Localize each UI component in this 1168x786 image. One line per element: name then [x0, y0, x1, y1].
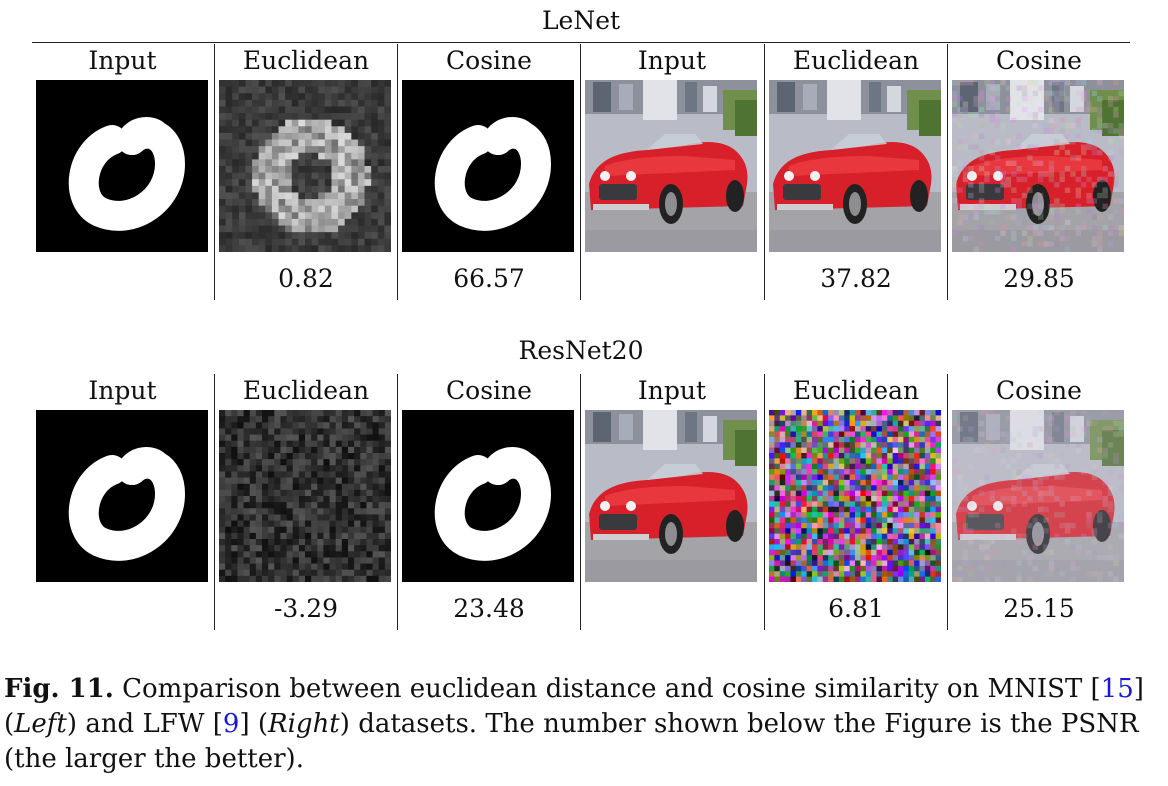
- column-euclidean-car: Euclidean 6.81: [764, 374, 947, 630]
- caption-text: ]: [239, 709, 250, 739]
- caption-right: Right: [268, 709, 340, 739]
- column-euclidean-mnist: Euclidean 0.82: [214, 44, 397, 300]
- citation-link-mnist[interactable]: 15: [1100, 674, 1134, 704]
- block-title-lenet: LeNet: [541, 6, 621, 35]
- mnist-digit-image: [36, 410, 208, 582]
- figure-label: Fig. 11.: [4, 674, 114, 704]
- column-cosine-mnist: Cosine 23.48: [397, 374, 580, 630]
- column-input-car: Input: [580, 44, 763, 300]
- mnist-digit-image: [402, 80, 574, 252]
- column-input-mnist: Input: [32, 374, 213, 630]
- psnr-value: 25.15: [1003, 594, 1075, 623]
- comparison-grid: Input Euclidean 0.82 Cosine 66.57 Input: [32, 44, 1130, 300]
- column-header: Cosine: [446, 46, 532, 75]
- mnist-digit-image: [402, 410, 574, 582]
- color-noise-image: [769, 410, 941, 582]
- mnist-digit-image: [36, 80, 208, 252]
- psnr-value: 0.82: [278, 264, 334, 293]
- column-header: Euclidean: [242, 46, 370, 75]
- column-header: Cosine: [446, 376, 532, 405]
- column-header: Input: [637, 46, 707, 75]
- figure-caption: Fig. 11. Comparison between euclidean di…: [4, 674, 1144, 774]
- column-input-car: Input: [580, 374, 763, 630]
- column-euclidean-mnist: Euclidean -3.29: [214, 374, 397, 630]
- caption-left: Left: [14, 709, 67, 739]
- red-car-noisy-image: [952, 80, 1124, 252]
- caption-text: Comparison between euclidean distance an…: [122, 674, 1101, 704]
- citation-link-lfw[interactable]: 9: [222, 709, 240, 739]
- psnr-value: 23.48: [453, 594, 525, 623]
- caption-text: datasets. The number shown below the Fig…: [4, 709, 1139, 774]
- column-header: Cosine: [996, 46, 1082, 75]
- psnr-value: 6.81: [828, 594, 884, 623]
- column-header: Input: [637, 376, 707, 405]
- resnet20-block: ResNet20 Input Euclidean -3.29 Cosine 23…: [32, 336, 1130, 636]
- psnr-value: 37.82: [820, 264, 892, 293]
- red-car-image: [585, 410, 757, 582]
- column-header: Cosine: [996, 376, 1082, 405]
- column-euclidean-car: Euclidean 37.82: [764, 44, 947, 300]
- red-car-image: [769, 80, 941, 252]
- block-title-resnet20: ResNet20: [518, 336, 644, 365]
- column-cosine-car: Cosine 29.85: [947, 44, 1130, 300]
- caption-text: ]: [1133, 674, 1144, 704]
- column-cosine-mnist: Cosine 66.57: [397, 44, 580, 300]
- top-rule: [32, 42, 1130, 43]
- red-car-image: [585, 80, 757, 252]
- column-cosine-car: Cosine 25.15: [947, 374, 1130, 630]
- comparison-grid: Input Euclidean -3.29 Cosine 23.48 Input: [32, 374, 1130, 630]
- column-header: Euclidean: [792, 46, 920, 75]
- caption-text: and LFW [: [85, 709, 223, 739]
- column-header: Input: [88, 376, 157, 405]
- psnr-value: 66.57: [453, 264, 525, 293]
- column-header: Euclidean: [242, 376, 370, 405]
- red-car-faded-image: [952, 410, 1124, 582]
- column-input-mnist: Input: [32, 44, 213, 300]
- psnr-value: -3.29: [273, 594, 339, 623]
- column-header: Input: [88, 46, 157, 75]
- column-header: Euclidean: [792, 376, 920, 405]
- mnist-noisy-reconstruction-image: [219, 80, 391, 252]
- lenet-block: LeNet Input Euclidean 0.82 Cosine 66.57: [32, 6, 1130, 306]
- psnr-value: 29.85: [1003, 264, 1075, 293]
- mnist-failed-reconstruction-image: [219, 410, 391, 582]
